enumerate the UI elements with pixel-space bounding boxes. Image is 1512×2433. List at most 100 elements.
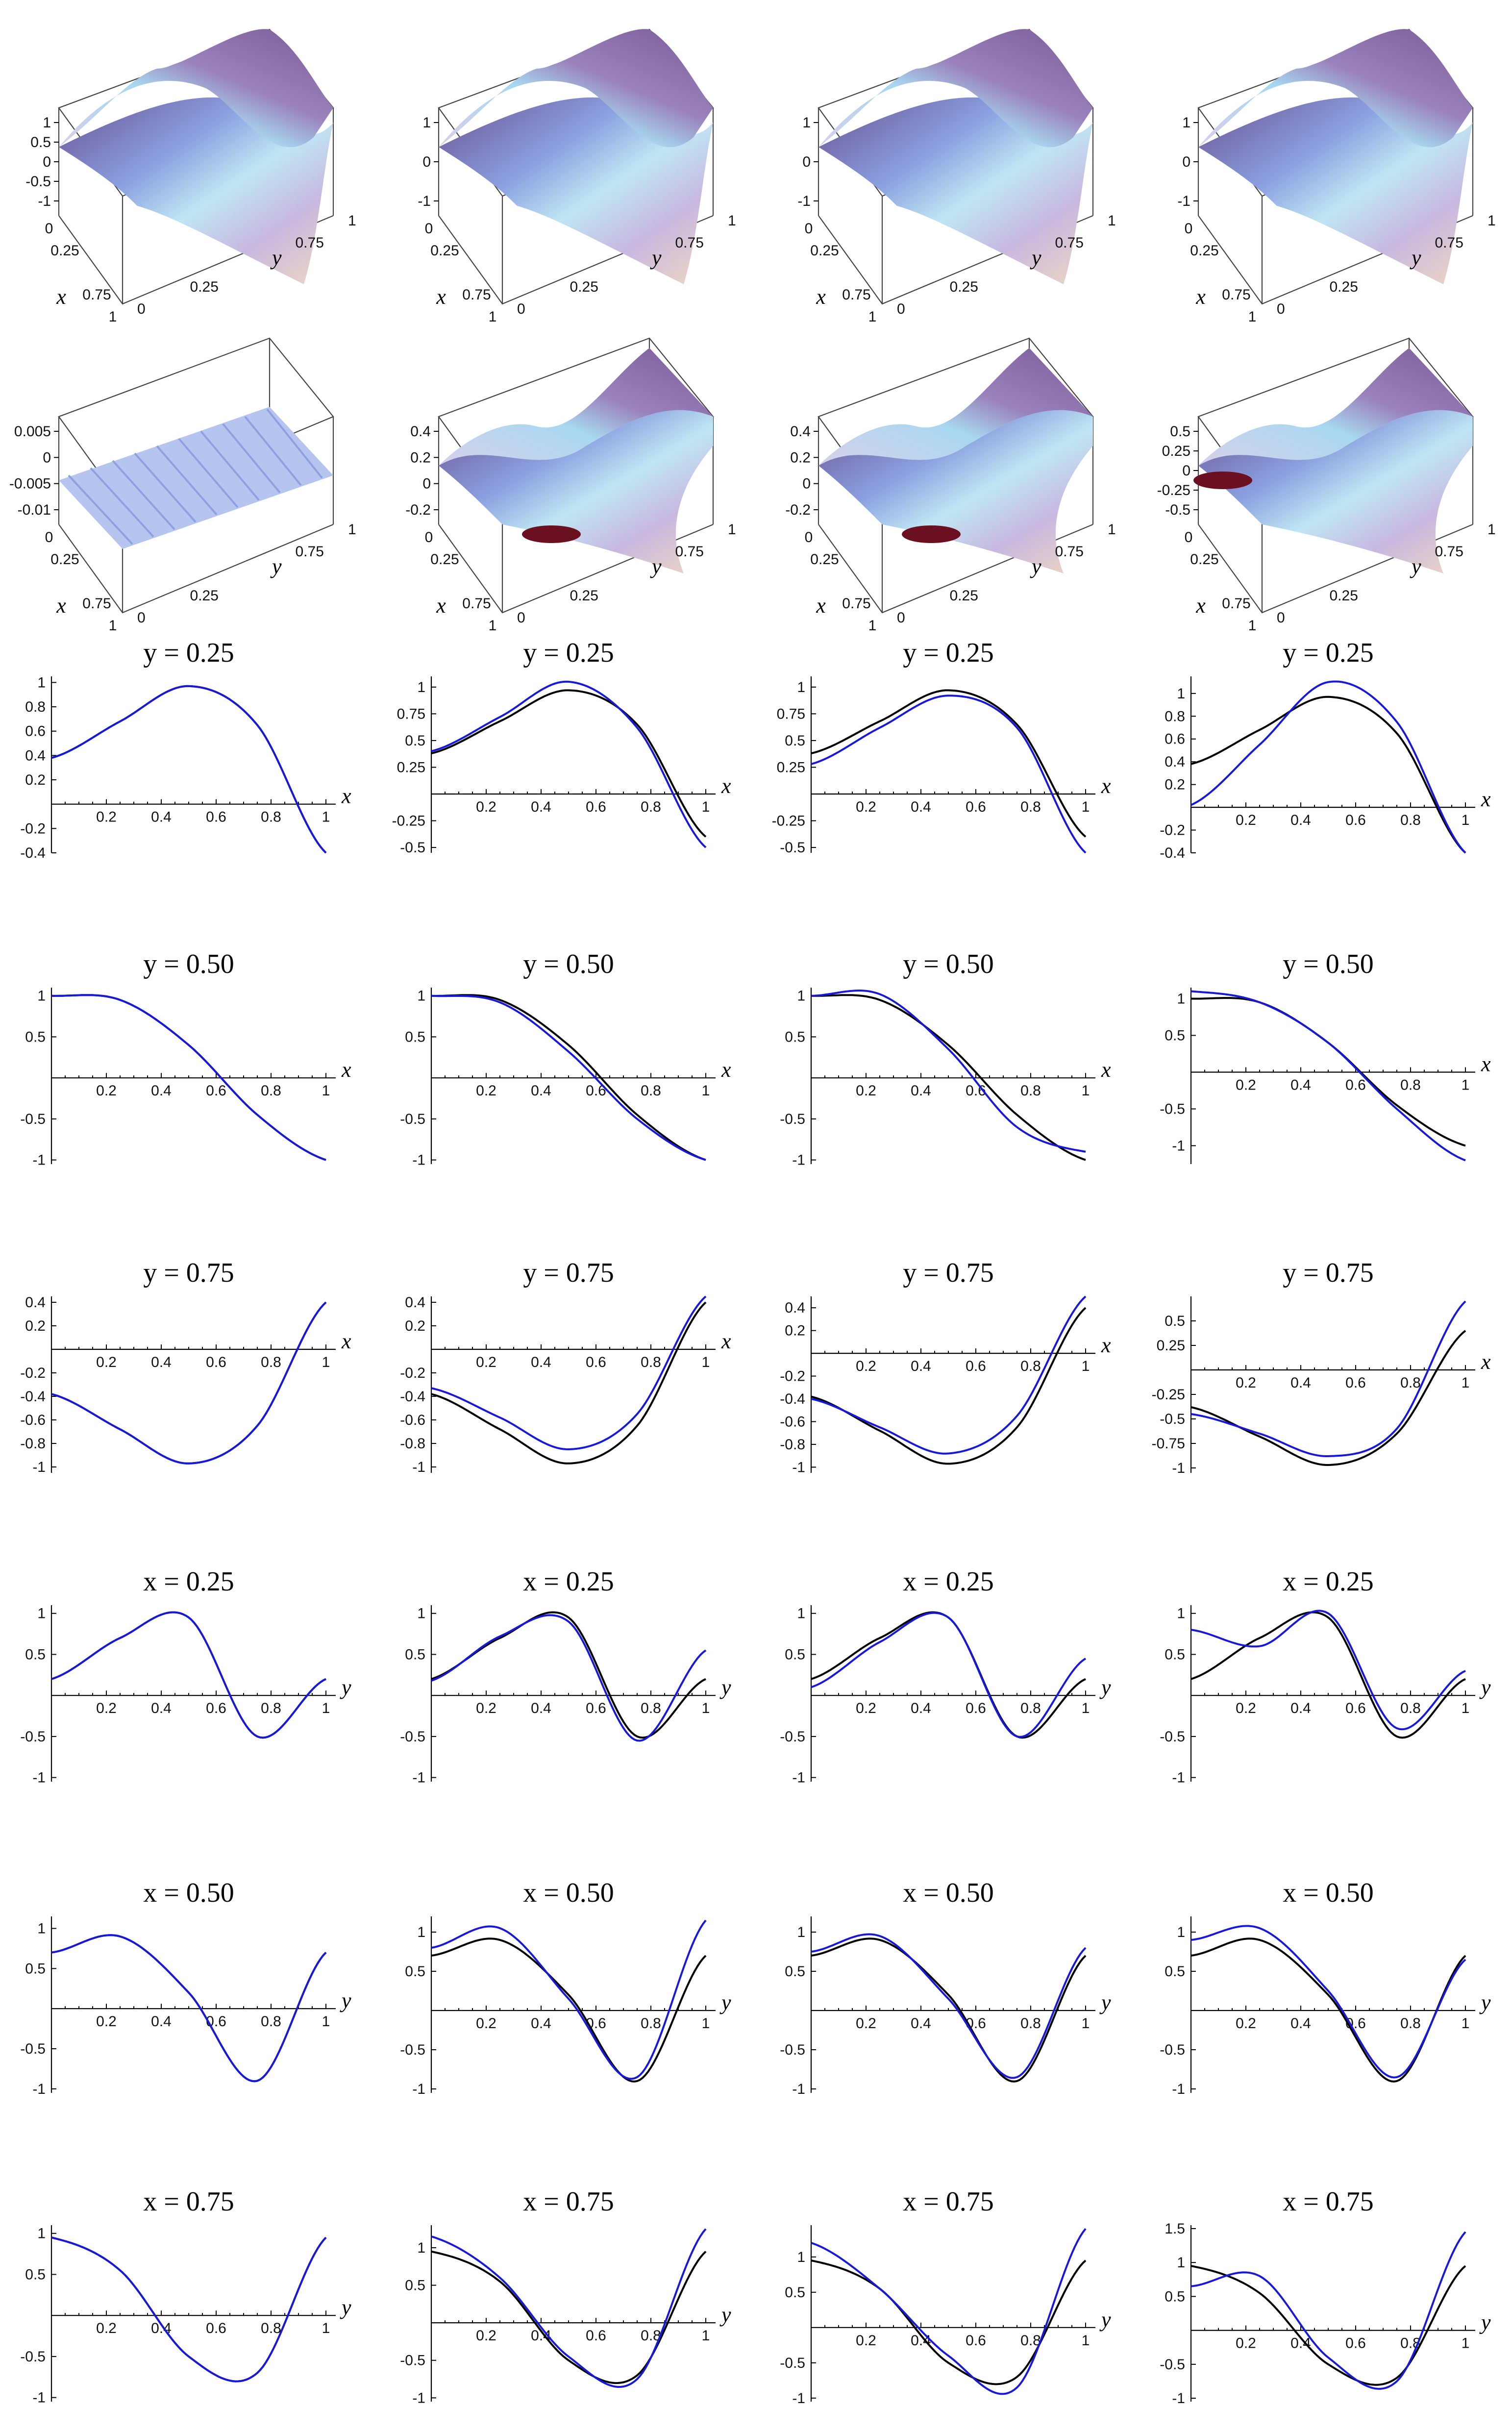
x-tick-label: 1 xyxy=(1248,309,1257,325)
y-tick-label: -0.5 xyxy=(400,2353,425,2369)
line-panel-r4-c1: x = 0.25 y 0.2 0.4 0.6 0.8 1 1 0.5 -0.5 -1 xyxy=(20,1566,351,1786)
x-tick-label: 0.2 xyxy=(96,809,117,825)
x-tick-label: 0.8 xyxy=(641,799,661,815)
x-axis-label: y xyxy=(1099,1990,1111,2014)
surface-ripple xyxy=(266,408,323,479)
y-tick-label: -0.8 xyxy=(400,1436,425,1452)
y-tick-label: -1 xyxy=(412,1459,425,1475)
y-tick-label: -0.8 xyxy=(20,1436,46,1452)
y-tick-label: 1 xyxy=(728,521,736,538)
y-tick-label: -0.5 xyxy=(400,2042,425,2058)
x-tick-label: 0.4 xyxy=(1290,1077,1311,1093)
surface-panel-r2-c4: 0.5 0.25 0 -0.25 -0.5 0 0.25 0.75 1 x 0 0.25 0.75 1 y xyxy=(1157,337,1496,634)
surface-ripple xyxy=(156,445,218,516)
x-tick-label: 0.2 xyxy=(96,2320,117,2336)
surface-mesh xyxy=(1198,97,1473,285)
y-tick-label: 0.25 xyxy=(570,279,598,295)
series-approximation-line xyxy=(431,680,707,848)
x-axis-label: y xyxy=(340,2295,351,2319)
y-tick-label: 0.6 xyxy=(1165,731,1185,747)
y-tick-label: -0.6 xyxy=(780,1414,805,1430)
x-tick-label: 0.25 xyxy=(810,551,839,568)
x-tick-label: 0 xyxy=(805,529,813,546)
y-tick-label: 1 xyxy=(417,679,425,695)
series-exact-line xyxy=(811,1611,1086,1739)
panel-title: x = 0.50 xyxy=(1283,1878,1374,1908)
x-tick-label: 1 xyxy=(702,1700,710,1716)
x-axis-label: y xyxy=(340,1988,351,2012)
x-tick-label: 0.2 xyxy=(476,2328,496,2344)
z-tick-label: 1 xyxy=(1182,115,1190,131)
series-approximation-line xyxy=(51,1611,326,1739)
x-axis-label: x xyxy=(1101,1058,1111,1082)
x-axis-label: x xyxy=(1101,774,1111,798)
y-tick-label: 0 xyxy=(137,610,146,626)
y-tick-label: 0.2 xyxy=(25,772,46,788)
y-tick-label: 0.25 xyxy=(777,759,805,775)
z-tick-label: -1 xyxy=(418,193,431,209)
x-tick-label: 0.6 xyxy=(1345,1375,1366,1391)
y-tick-label: 0.8 xyxy=(25,699,46,715)
x-tick-label: 0.4 xyxy=(151,1354,172,1370)
series-approximation-line xyxy=(1190,1610,1466,1731)
y-tick-label: -0.25 xyxy=(772,813,805,829)
y-tick-label: 0.5 xyxy=(785,1029,805,1045)
panel-title: x = 0.25 xyxy=(903,1566,994,1597)
x-tick-label: 0.8 xyxy=(1020,799,1041,815)
x-tick-label: 1 xyxy=(489,618,497,634)
x-tick-label: 0.8 xyxy=(1020,1700,1041,1716)
y-tick-label: 1 xyxy=(417,1606,425,1622)
x-tick-label: 0.2 xyxy=(856,2333,876,2349)
y-tick-label: 1 xyxy=(797,2249,805,2265)
y-tick-label: -1 xyxy=(1172,2390,1185,2407)
x-axis-label: x xyxy=(436,285,446,309)
x-tick-label: 1 xyxy=(702,1354,710,1370)
x-tick-label: 0.2 xyxy=(1236,2015,1256,2032)
y-tick-label: -0.5 xyxy=(400,1729,425,1745)
x-axis-label: x xyxy=(721,1058,731,1082)
x-tick-label: 0.8 xyxy=(261,1083,281,1099)
z-tick-label: 0.5 xyxy=(30,134,51,150)
line-panel-r2-c1: y = 0.50 x 0.2 0.4 0.6 0.8 1 1 0.5 -0.5 -1 xyxy=(20,949,351,1168)
series-exact-line xyxy=(431,1611,706,1739)
x-tick-label: 0.6 xyxy=(966,1358,986,1374)
z-tick-label: 0 xyxy=(1182,154,1190,170)
surface-dark-region xyxy=(1193,472,1252,489)
x-tick-label: 0.6 xyxy=(586,1354,606,1370)
surface-mesh-back xyxy=(59,29,333,148)
z-tick-label: 0 xyxy=(422,154,431,170)
y-tick-label: 0 xyxy=(897,301,905,317)
line-panel-r1-c1: y = 0.25 x 0.2 0.4 0.6 0.8 1 1 0.8 0.6 0.4 0.2 -0.2 -… xyxy=(20,638,351,861)
line-panel-r3-c3: y = 0.75 x 0.2 0.4 0.6 0.8 1 0.4 0.2 -0.2 -0.4 -0.6… xyxy=(780,1258,1111,1475)
y-tick-label: 0.4 xyxy=(1165,754,1185,770)
panel-title: x = 0.25 xyxy=(1283,1566,1374,1597)
x-axis-label: y xyxy=(719,2303,731,2327)
x-tick-label: 0.25 xyxy=(430,551,459,568)
series-exact-line xyxy=(811,994,1086,1161)
series-exact-line xyxy=(1190,1611,1466,1739)
x-tick-label: 0.6 xyxy=(1345,812,1366,828)
series-exact-line xyxy=(1190,2265,1466,2386)
panel-title: x = 0.75 xyxy=(143,2186,234,2217)
y-tick-label: 0 xyxy=(897,610,905,626)
z-tick-label: 0.4 xyxy=(410,423,431,440)
z-tick-label: -0.01 xyxy=(18,502,51,518)
x-tick-label: 1 xyxy=(322,2320,330,2336)
y-tick-label: 0.5 xyxy=(405,1963,425,1980)
surface-mesh-back xyxy=(1198,29,1473,148)
y-tick-label: 0.25 xyxy=(1157,1338,1185,1354)
y-tick-label: 0.2 xyxy=(405,1318,425,1334)
y-tick-label: -1 xyxy=(792,1770,805,1786)
y-tick-label: 1 xyxy=(1108,213,1116,229)
y-axis-label: y xyxy=(1030,554,1041,578)
x-tick-label: 0.2 xyxy=(1236,1077,1256,1093)
x-tick-label: 0.6 xyxy=(966,1700,986,1716)
panel-title: x = 0.75 xyxy=(523,2186,614,2217)
y-tick-label: 0.5 xyxy=(785,1646,805,1663)
x-tick-label: 0 xyxy=(425,221,433,237)
series-approximation-line xyxy=(811,1933,1087,2079)
x-tick-label: 0.4 xyxy=(911,1700,931,1716)
y-tick-label: -0.5 xyxy=(780,2355,805,2371)
y-axis-label: y xyxy=(1410,554,1421,578)
